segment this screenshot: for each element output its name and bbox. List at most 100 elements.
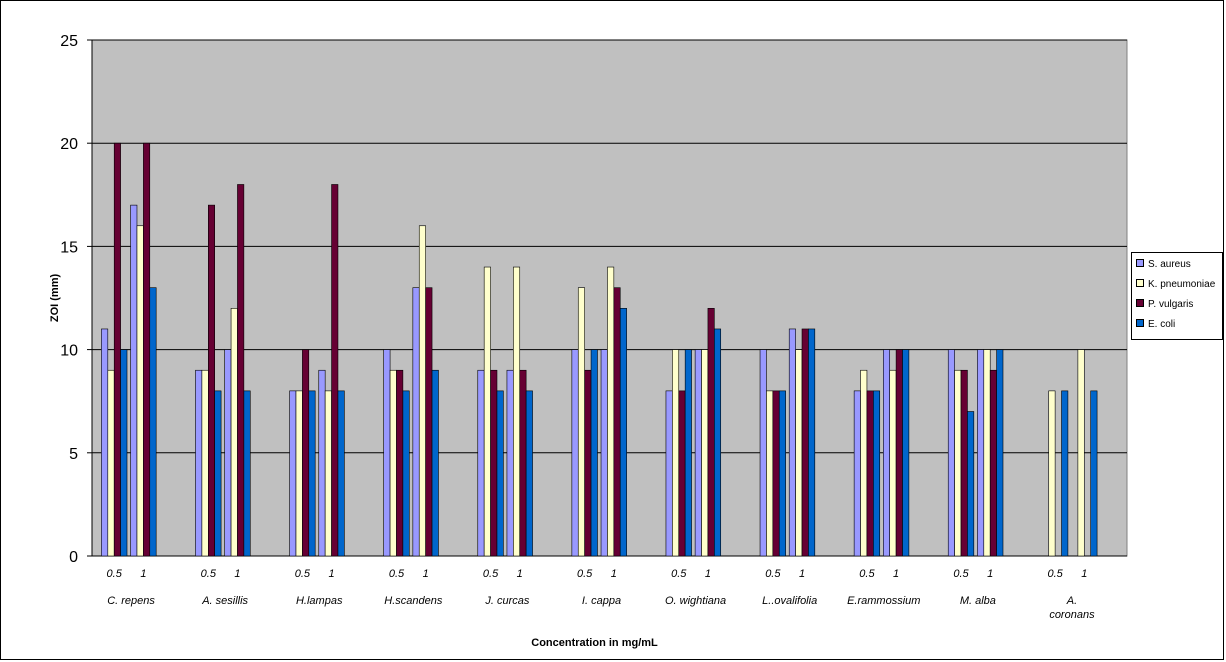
bar-s-aureus [101, 328, 109, 557]
bar-e-coli [590, 349, 598, 557]
bar-p-vulgaris [113, 142, 121, 557]
x-group-label: L..ovalifolia [762, 595, 817, 607]
y-tick-label: 25 [60, 33, 78, 50]
x-group-label: H.lampas [296, 595, 343, 607]
bar-s-aureus [694, 349, 702, 557]
bar-p-vulgaris [707, 308, 715, 557]
y-tick-label: 20 [60, 136, 78, 153]
bar-e-coli [996, 349, 1004, 557]
legend-swatch [1136, 279, 1144, 288]
bar-s-aureus [947, 349, 955, 557]
bar-e-coli [714, 328, 722, 557]
bar-p-vulgaris [490, 369, 498, 557]
x-group-label: O. wightiana [665, 595, 726, 607]
x-concentration-label: 1 [799, 568, 805, 580]
legend-item: S. aureus [1136, 259, 1191, 271]
bar-p-vulgaris [801, 328, 809, 557]
bar-k-pneumoniae [389, 369, 397, 557]
x-concentration-label: 1 [893, 568, 899, 580]
bar-p-vulgaris [772, 390, 780, 557]
x-concentration-label: 0.5 [295, 568, 311, 580]
bar-k-pneumoniae [1077, 349, 1085, 557]
bar-p-vulgaris [989, 369, 997, 557]
bar-e-coli [902, 349, 910, 557]
x-concentration-label: 1 [987, 568, 993, 580]
bar-e-coli [243, 390, 251, 557]
legend-swatch [1136, 299, 1144, 308]
bar-k-pneumoniae [418, 225, 426, 557]
bar-e-coli [525, 390, 533, 557]
bar-k-pneumoniae [672, 349, 680, 557]
bar-e-coli [337, 390, 345, 557]
x-axis-title: Concentration in mg/mL [531, 637, 658, 649]
bar-k-pneumoniae [295, 390, 303, 557]
bar-k-pneumoniae [983, 349, 991, 557]
bar-s-aureus [571, 349, 579, 557]
y-axis-title: ZOI (mm) [49, 274, 61, 323]
x-concentration-label: 0.5 [577, 568, 593, 580]
bar-s-aureus [600, 349, 608, 557]
x-concentration-label: 0.5 [859, 568, 875, 580]
x-concentration-label: 1 [517, 568, 523, 580]
bar-p-vulgaris [302, 349, 310, 557]
bar-s-aureus [759, 349, 767, 557]
bar-p-vulgaris [866, 390, 874, 557]
bar-s-aureus [788, 328, 796, 557]
bar-k-pneumoniae [795, 349, 803, 557]
x-concentration-label: 1 [1081, 568, 1087, 580]
bar-k-pneumoniae [201, 369, 209, 557]
bar-e-coli [402, 390, 410, 557]
bar-k-pneumoniae [954, 369, 962, 557]
bar-s-aureus [412, 287, 420, 557]
bar-p-vulgaris [396, 369, 404, 557]
x-group-label: I. cappa [582, 595, 621, 607]
x-group-label: coronans [1049, 609, 1095, 621]
x-concentration-label: 0.5 [389, 568, 405, 580]
y-tick-label: 5 [69, 446, 78, 463]
bar-k-pneumoniae [701, 349, 709, 557]
bar-s-aureus [224, 349, 232, 557]
bar-k-pneumoniae [136, 225, 144, 557]
bar-e-coli [120, 349, 128, 557]
bar-p-vulgaris [895, 349, 903, 557]
bar-e-coli [496, 390, 504, 557]
legend-item: E. coli [1136, 319, 1175, 331]
bar-p-vulgaris [519, 369, 527, 557]
x-concentration-label: 1 [140, 568, 146, 580]
bar-p-vulgaris [208, 204, 216, 557]
y-tick-label: 0 [69, 549, 78, 566]
x-group-label: E.rammossium [847, 595, 920, 607]
bar-k-pneumoniae [230, 308, 238, 557]
bar-s-aureus [853, 390, 861, 557]
legend-label: K. pneumoniae [1148, 279, 1216, 290]
bar-e-coli [1090, 390, 1098, 557]
y-tick-label: 10 [60, 343, 78, 360]
bar-e-coli [431, 369, 439, 557]
x-group-label: C. repens [107, 595, 155, 607]
bar-p-vulgaris [143, 142, 151, 557]
x-concentration-label: 1 [328, 568, 334, 580]
bar-s-aureus [130, 204, 138, 557]
bar-s-aureus [289, 390, 297, 557]
x-concentration-label: 1 [611, 568, 617, 580]
bar-k-pneumoniae [324, 390, 332, 557]
legend-swatch [1136, 319, 1144, 328]
bar-e-coli [808, 328, 816, 557]
bar-k-pneumoniae [860, 369, 868, 557]
bar-s-aureus [506, 369, 514, 557]
bar-s-aureus [883, 349, 891, 557]
bar-s-aureus [318, 369, 326, 557]
bar-p-vulgaris [678, 390, 686, 557]
x-group-label: A. sesillis [201, 595, 248, 607]
bar-p-vulgaris [237, 184, 245, 557]
bar-k-pneumoniae [607, 266, 615, 557]
bar-e-coli [873, 390, 881, 557]
bar-k-pneumoniae [513, 266, 521, 557]
legend-item: K. pneumoniae [1136, 279, 1215, 291]
bar-e-coli [1061, 390, 1069, 557]
bar-p-vulgaris [960, 369, 968, 557]
legend-label: P. vulgaris [1148, 299, 1194, 310]
bar-s-aureus [477, 369, 485, 557]
x-concentration-label: 1 [705, 568, 711, 580]
